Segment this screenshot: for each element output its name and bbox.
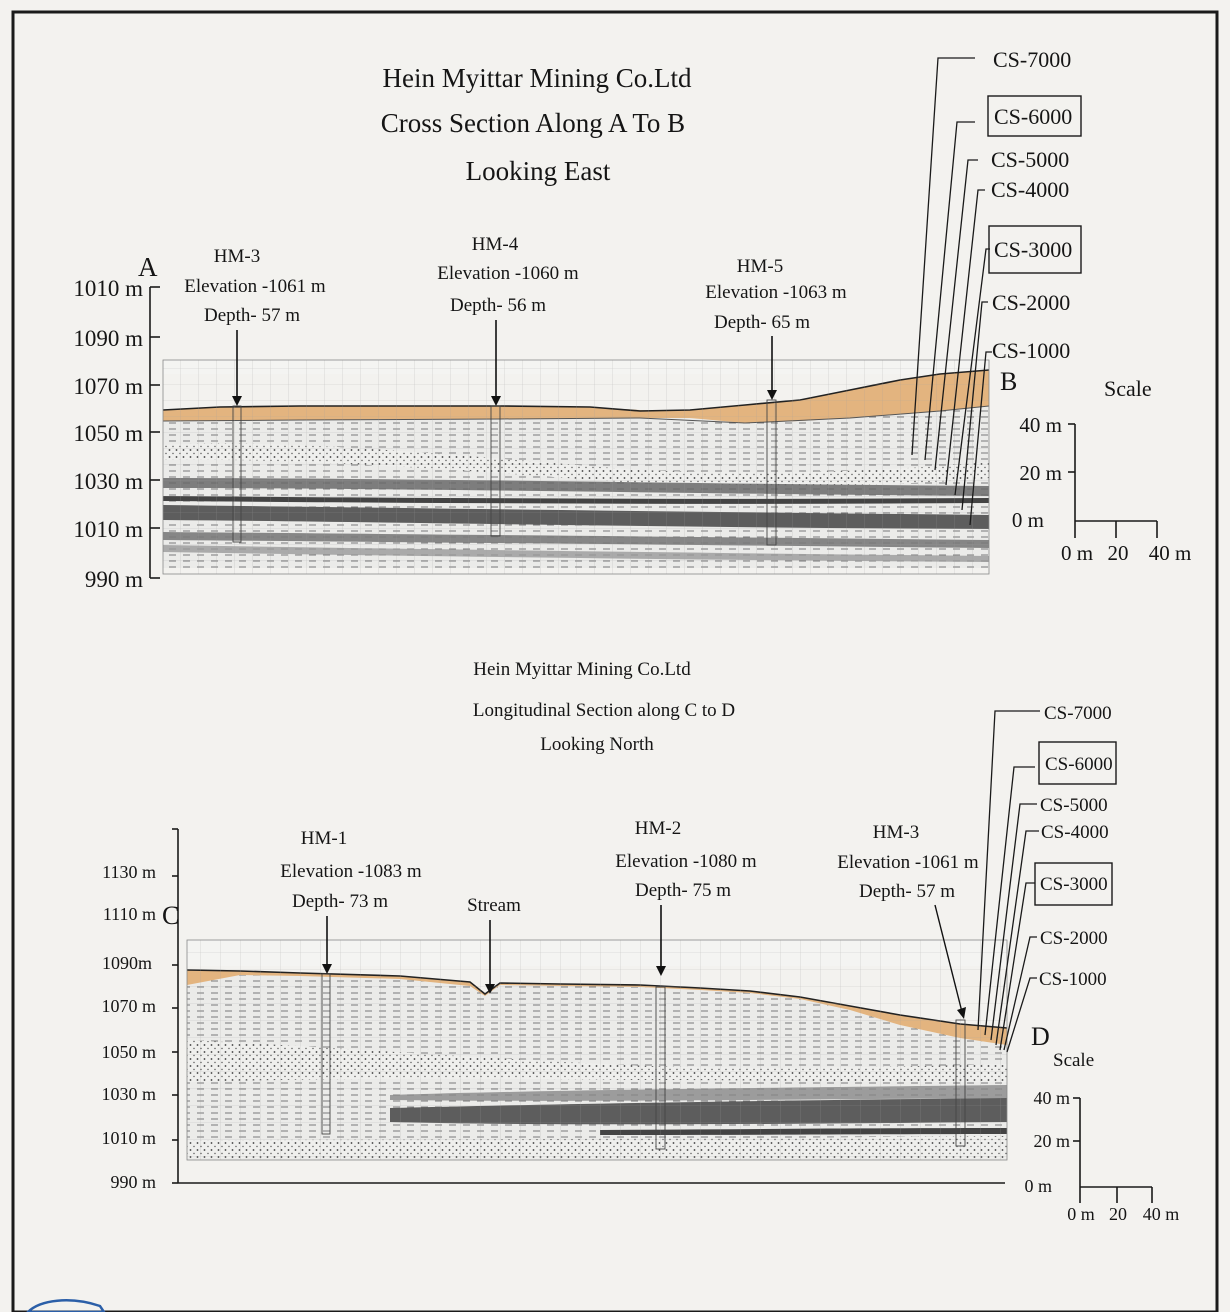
ab-tick-label: 990 m [85, 567, 143, 592]
cs-label-boxed: CS-3000 [1040, 874, 1108, 895]
section-cd-end-label: D [1031, 1022, 1050, 1051]
scale-tick-label: 20 m [1019, 461, 1062, 485]
scale-tick-label: 40 m [1019, 413, 1062, 437]
section-cd-title-line-3: Looking North [540, 734, 654, 755]
stream-label: Stream [467, 895, 521, 916]
section-a-b: Hein Myittar Mining Co.Ltd Cross Section… [73, 47, 1191, 592]
cd-tick-label: 1030 m [101, 1084, 156, 1104]
scale-tick-label: 40 m [1033, 1088, 1070, 1108]
scale-tick-label: 20 [1108, 541, 1129, 565]
section-ab-elevation-axis: 1010 m 1090 m 1070 m 1050 m 1030 m 1010 … [73, 276, 160, 592]
cs-label: CS-1000 [1039, 969, 1107, 990]
section-cd-cs-leader-lines [977, 710, 1040, 1053]
section-ab-start-label: A [138, 252, 158, 282]
ab-tick-label: 1010 m [73, 517, 143, 542]
cs-label: CS-2000 [1040, 928, 1108, 949]
borehole-name: HM-4 [472, 234, 519, 255]
scale-tick-label: 40 m [1149, 541, 1192, 565]
section-cd-elevation-axis: 1130 m 1110 m 1090m 1070 m 1050 m 1030 m… [101, 828, 1005, 1192]
section-cd-title-line-1: Hein Myittar Mining Co.Ltd [473, 659, 691, 680]
cs-label: CS-4000 [991, 177, 1069, 202]
cs-label-boxed: CS-6000 [1045, 754, 1113, 775]
outer-frame [11, 10, 1219, 1312]
scale-title: Scale [1104, 376, 1152, 401]
section-ab-borehole-hm5: HM-5 Elevation -1063 m Depth- 65 m [705, 256, 847, 546]
section-ab-strata [162, 359, 990, 575]
cs-label-boxed: CS-6000 [994, 104, 1072, 129]
scale-tick-label: 0 m [1067, 1204, 1095, 1224]
borehole-elevation: Elevation -1080 m [615, 851, 757, 872]
section-cd-cs-labels: CS-7000 CS-6000 CS-5000 CS-4000 CS-3000 … [1034, 703, 1117, 990]
scale-tick-label: 20 m [1033, 1131, 1070, 1151]
borehole-depth: Depth- 57 m [859, 881, 955, 902]
scale-tick-label: 0 m [1012, 508, 1044, 532]
section-cd-start-label: C [162, 901, 179, 930]
ab-tick-label: 1010 m [73, 276, 143, 301]
cs-label: CS-5000 [1040, 795, 1108, 816]
cs-label: CS-7000 [1044, 703, 1112, 724]
borehole-name: HM-2 [635, 818, 681, 839]
cd-tick-label: 1090m [102, 953, 152, 973]
section-ab-title-line-2: Cross Section Along A To B [381, 108, 685, 138]
cd-tick-label: 1110 m [103, 904, 156, 924]
scale-tick-label: 40 m [1143, 1204, 1180, 1224]
scale-tick-label: 0 m [1061, 541, 1093, 565]
borehole-depth: Depth- 57 m [204, 305, 300, 326]
cs-label: CS-7000 [993, 47, 1071, 72]
cd-tick-label: 1010 m [101, 1128, 156, 1148]
borehole-elevation: Elevation -1083 m [280, 861, 422, 882]
section-ab-cs-leader-lines [911, 57, 992, 526]
cd-tick-label: 1050 m [101, 1042, 156, 1062]
cs-label: CS-2000 [992, 290, 1070, 315]
borehole-elevation: Elevation -1061 m [184, 276, 326, 297]
section-cd-scale: Scale 40 m 20 m 0 m 0 m 20 40 m [1024, 1050, 1179, 1224]
section-ab-title-line-1: Hein Myittar Mining Co.Ltd [383, 63, 692, 93]
cs-label-boxed: CS-3000 [994, 237, 1072, 262]
scale-title: Scale [1053, 1050, 1094, 1071]
stamp-seal-fragment [26, 1299, 106, 1312]
section-ab-end-label: B [1000, 367, 1017, 396]
section-cd-borehole-hm2: HM-2 Elevation -1080 m Depth- 75 m [615, 818, 757, 1150]
borehole-elevation: Elevation -1061 m [837, 852, 979, 873]
borehole-depth: Depth- 73 m [292, 891, 388, 912]
section-cd-borehole-hm1: HM-1 Elevation -1083 m Depth- 73 m [280, 828, 422, 1135]
section-cd-title-line-2: Longitudinal Section along C to D [473, 700, 735, 721]
cs-label: CS-1000 [992, 338, 1070, 363]
ab-tick-label: 1050 m [73, 421, 143, 446]
borehole-name: HM-1 [301, 828, 347, 849]
section-cd-stream: Stream [467, 895, 521, 994]
section-c-d: Hein Myittar Mining Co.Ltd Longitudinal … [101, 659, 1179, 1224]
ab-tick-label: 1090 m [73, 326, 143, 351]
ab-tick-label: 1070 m [73, 374, 143, 399]
cs-label: CS-5000 [991, 147, 1069, 172]
ab-tick-label: 1030 m [73, 469, 143, 494]
borehole-depth: Depth- 75 m [635, 880, 731, 901]
borehole-depth: Depth- 65 m [714, 312, 810, 333]
cd-tick-label: 1130 m [102, 862, 156, 882]
cs-label: CS-4000 [1041, 822, 1109, 843]
section-ab-borehole-hm4: HM-4 Elevation -1060 m Depth- 56 m [437, 234, 579, 537]
scale-tick-label: 20 [1109, 1204, 1127, 1224]
section-ab-scale: Scale 40 m 20 m 0 m 0 m 20 40 m [1012, 376, 1191, 565]
scale-tick-label: 0 m [1024, 1176, 1052, 1196]
cd-tick-label: 990 m [110, 1172, 156, 1192]
section-cd-borehole-hm3: HM-3 Elevation -1061 m Depth- 57 m [837, 822, 979, 1147]
section-ab-cs-labels: CS-7000 CS-6000 CS-5000 CS-4000 CS-3000 … [987, 47, 1082, 363]
borehole-elevation: Elevation -1060 m [437, 263, 579, 284]
borehole-name: HM-3 [214, 246, 260, 267]
borehole-name: HM-3 [873, 822, 919, 843]
section-ab-title-line-3: Looking East [466, 156, 611, 186]
cd-tick-label: 1070 m [101, 996, 156, 1016]
section-cd-strata [186, 939, 1008, 1161]
section-ab-borehole-hm3: HM-3 Elevation -1061 m Depth- 57 m [184, 246, 326, 543]
borehole-name: HM-5 [737, 256, 783, 277]
borehole-depth: Depth- 56 m [450, 295, 546, 316]
borehole-elevation: Elevation -1063 m [705, 282, 847, 303]
